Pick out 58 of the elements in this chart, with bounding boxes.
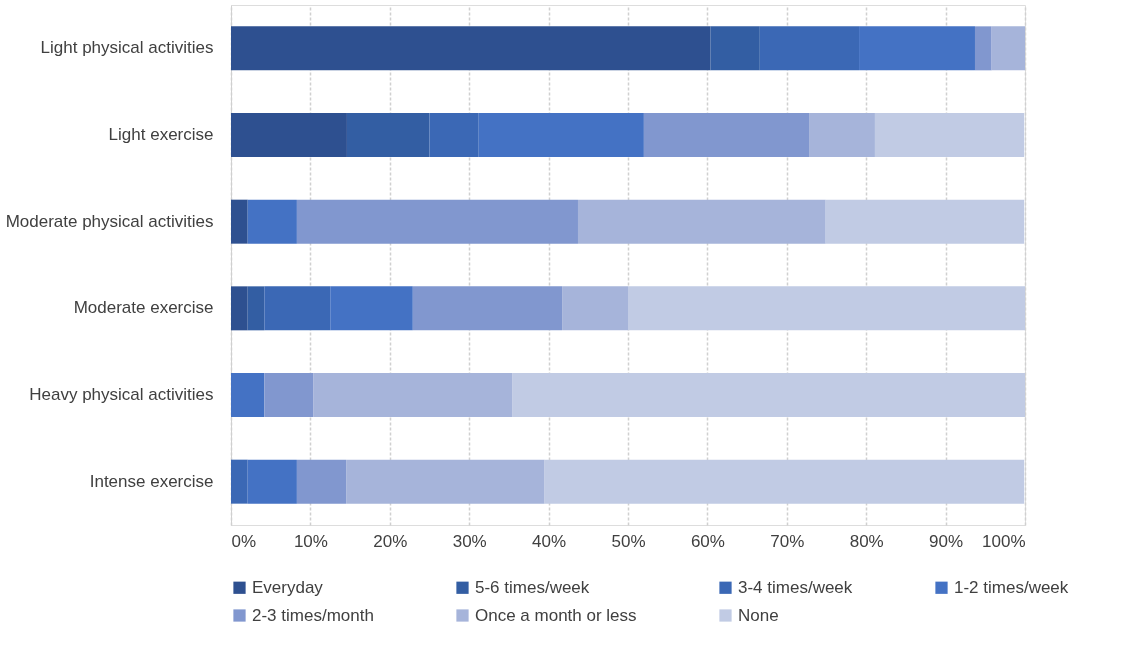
bar <box>429 113 479 157</box>
bar <box>825 199 1025 244</box>
y-tick-label: Moderate physical activities <box>5 211 214 231</box>
legend-label: None <box>738 605 779 625</box>
bar <box>296 459 347 504</box>
x-tick-label: 70% <box>770 531 805 551</box>
legend-label: 1-2 times/week <box>954 577 1069 597</box>
bar <box>412 286 563 331</box>
bar <box>759 26 860 71</box>
y-tick-label: Light physical activities <box>40 38 214 58</box>
legend-label: 3-4 times/week <box>738 577 853 597</box>
bar <box>974 26 992 71</box>
bar <box>577 199 826 244</box>
bar <box>710 26 760 71</box>
bar <box>231 286 248 331</box>
bar <box>247 286 265 331</box>
bar <box>346 459 545 504</box>
y-tick-label: Light exercise <box>108 125 214 144</box>
bar <box>231 459 248 504</box>
bar <box>859 26 975 71</box>
x-tick-label: 20% <box>373 531 408 551</box>
bar <box>231 113 347 157</box>
x-tick-label: 90% <box>929 531 964 551</box>
x-tick-label: 30% <box>452 531 487 551</box>
bar <box>562 286 628 331</box>
bar <box>264 373 314 417</box>
bar <box>231 26 711 71</box>
x-tick-label: 0% <box>231 531 257 551</box>
bar <box>991 26 1025 71</box>
bar <box>628 286 1025 331</box>
bar <box>874 113 1025 157</box>
bar <box>231 199 248 244</box>
y-tick-label: Heavy physical activities <box>29 385 214 404</box>
bar <box>231 373 265 417</box>
y-tick-label: Moderate exercise <box>73 298 214 318</box>
bar <box>478 113 644 157</box>
bar <box>264 286 331 331</box>
bar <box>313 373 513 417</box>
x-tick-label: 60% <box>690 531 725 551</box>
legend-label: 2-3 times/month <box>252 605 374 625</box>
bar <box>247 459 297 504</box>
x-tick-label: 40% <box>532 531 567 551</box>
bar <box>809 113 875 157</box>
x-tick-label: 100% <box>982 531 1026 551</box>
bar <box>512 373 1025 417</box>
bar <box>330 286 413 331</box>
bar <box>247 199 297 244</box>
bar <box>643 113 810 157</box>
legend-label: Everyday <box>252 577 324 597</box>
legend-label: 5-6 times/week <box>475 577 590 597</box>
x-tick-label: 10% <box>293 531 328 551</box>
bar <box>544 459 1025 504</box>
bar <box>346 113 430 157</box>
bar <box>296 199 578 244</box>
legend-label: Once a month or less <box>475 605 637 625</box>
y-tick-label: Intense exercise <box>89 471 214 491</box>
x-tick-label: 80% <box>849 531 884 551</box>
x-tick-label: 50% <box>611 531 646 551</box>
